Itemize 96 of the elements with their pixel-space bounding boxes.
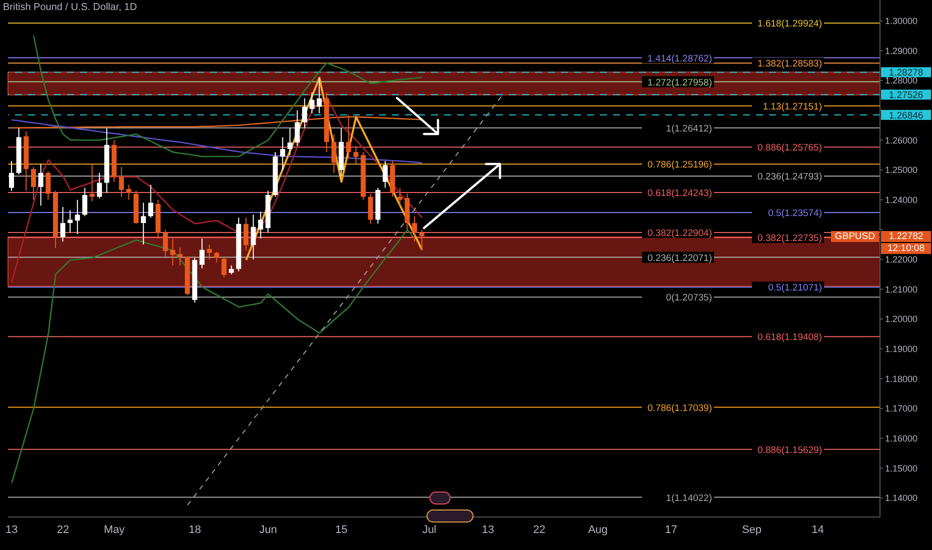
candlestick: [46, 170, 51, 200]
x-tick-label: 22: [533, 524, 546, 536]
y-tick-label: 1.22000: [885, 254, 918, 265]
ref-line-label: 0.786(1.25196): [648, 160, 712, 171]
x-tick-label: 13: [482, 524, 494, 536]
ref-line-label: 0.618(1.19408): [758, 332, 822, 344]
candlestick: [214, 251, 220, 263]
ref-line-label: 0.886(1.25765): [758, 142, 822, 154]
y-tick-label: 1.17000: [885, 404, 918, 414]
y-tick-label: 1.26000: [885, 135, 918, 146]
x-tick-label: Jun: [259, 524, 278, 536]
candlestick: [9, 160, 14, 192]
ref-line-label: 1.26846: [888, 110, 924, 122]
ref-line-label: 1.27526: [888, 90, 924, 102]
x-tick-label: 15: [335, 524, 348, 536]
ref-line-label: 1.382(1.28583): [758, 58, 822, 70]
x-tick-label: Aug: [588, 524, 608, 536]
candlestick: [38, 163, 44, 206]
candlestick: [222, 257, 227, 278]
candlestick: [316, 77, 322, 114]
candlestick: [96, 172, 102, 199]
ref-line-label: 0.5(1.21071): [768, 282, 822, 294]
ref-line-label: 1.414(1.28762): [648, 53, 712, 64]
line-series: [32, 35, 423, 158]
candlestick: [368, 193, 374, 224]
y-tick-label: 1.28000: [885, 76, 918, 86]
candlestick: [140, 202, 146, 245]
candlestick: [258, 211, 264, 240]
candlestick: [331, 134, 336, 174]
y-tick-label: 1.25000: [885, 165, 918, 176]
x-tick-label: 13: [6, 524, 18, 536]
ref-line-label: 0.5(1.23574): [768, 208, 822, 219]
candlestick: [353, 146, 358, 164]
chart-title: British Pound / U.S. Dollar, 1D: [3, 2, 137, 13]
ref-line-label: 0.886(1.15629): [758, 444, 822, 456]
candlestick: [243, 217, 248, 251]
candlestick: [346, 114, 352, 159]
y-tick-label: 1.30000: [885, 16, 918, 26]
x-tick-label: Jul: [422, 524, 436, 536]
candlestick: [419, 229, 424, 251]
text: 1.22782: [881, 230, 931, 242]
candlestick: [126, 184, 132, 200]
y-tick-label: 1.24000: [885, 194, 918, 205]
ref-line-label: 1.618(1.29924): [758, 18, 822, 30]
candlestick: [382, 160, 388, 188]
ref-line-label: 1.272(1.27958): [648, 77, 712, 88]
candlestick: [412, 216, 418, 242]
candlestick: [309, 92, 314, 114]
candlestick: [30, 166, 36, 200]
x-tick-label: 18: [188, 524, 201, 536]
line-series: [11, 96, 423, 283]
line-series: [11, 119, 423, 164]
candlestick: [118, 166, 124, 198]
ref-line-label: 0.618(1.24243): [648, 188, 712, 200]
ref-line-label: 0.382(1.22735): [758, 232, 822, 244]
candlestick: [397, 187, 402, 206]
ref-line-label: 0(1.20735): [666, 292, 712, 304]
candlestick: [178, 246, 183, 266]
candlestick: [90, 163, 95, 202]
y-tick-label: 1.15000: [885, 463, 918, 474]
candlestick: [200, 238, 205, 269]
ref-line-label: 1(1.14022): [666, 492, 712, 504]
ref-line-label: 0.382(1.22904): [648, 228, 712, 239]
y-tick-label: 1.14000: [885, 493, 918, 504]
ref-line-label: 1(1.26412): [666, 123, 712, 134]
y-tick-label: 1.29000: [885, 46, 918, 56]
ref-line-label: 0.236(1.24793): [758, 172, 822, 183]
text: 12:10:08: [881, 243, 931, 254]
y-tick-label: 1.16000: [885, 433, 918, 444]
ref-line-label: 0.786(1.17039): [648, 402, 712, 414]
candlestick: [60, 206, 66, 242]
candlestick: [162, 229, 168, 257]
candlestick: [74, 199, 80, 235]
candlestick: [294, 110, 300, 147]
y-tick-label: 1.19000: [885, 344, 918, 354]
candlestick: [68, 210, 73, 234]
y-tick-label: 1.20000: [885, 314, 918, 324]
line-series: [11, 229, 416, 484]
candlestick: [206, 244, 212, 260]
candlestick: [302, 98, 308, 129]
x-tick-label: Sep: [742, 524, 762, 536]
candlestick: [82, 187, 88, 217]
x-tick-label: 22: [56, 524, 70, 536]
annotation: GBPUSD: [830, 230, 879, 242]
y-tick-label: 1.18000: [885, 374, 918, 384]
candlestick: [280, 136, 286, 170]
x-tick-label: May: [104, 524, 126, 536]
y-tick-label: 1.21000: [885, 284, 918, 294]
candlestick: [148, 184, 154, 218]
candlestick: [250, 214, 256, 260]
ref-line-label: 0.236(1.22071): [648, 252, 712, 264]
x-tick-label: 17: [665, 524, 678, 536]
candlestick: [170, 238, 176, 266]
candlestick: [287, 128, 292, 156]
x-tick-label: 14: [812, 524, 824, 536]
ref-line-label: 1.13(1.27151): [762, 101, 822, 112]
